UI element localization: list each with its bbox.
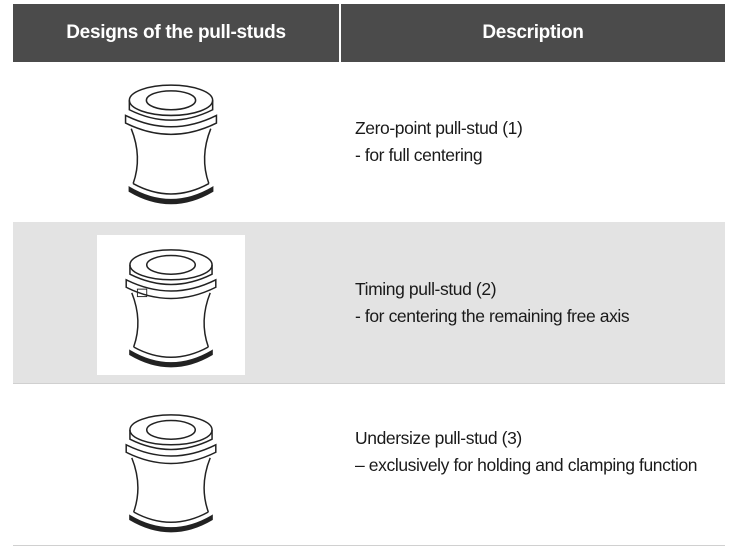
header-cell: Description [341,4,725,62]
table: Designs of the pull-studs Description Ze… [13,4,725,546]
desc-title: Zero-point pull-stud (1) [355,118,523,138]
stud-image [97,235,245,375]
description: Zero-point pull-stud (1) - for full cent… [355,115,723,169]
description: Timing pull-stud (2) - for centering the… [355,276,723,330]
header-cell: Designs of the pull-studs [13,4,339,62]
desc-title: Undersize pull-stud (3) [355,428,522,448]
desc-detail: - for centering the remaining free axis [355,306,630,326]
table-row: Timing pull-stud (2) - for centering the… [13,222,725,384]
description: Undersize pull-stud (3) – exclusively fo… [355,425,723,479]
table-row: Undersize pull-stud (3) – exclusively fo… [13,383,725,546]
desc-detail: - for full centering [355,145,483,165]
desc-detail: – exclusively for holding and clamping f… [355,455,698,475]
stud-image [97,70,245,212]
desc-title: Timing pull-stud (2) [355,279,497,299]
table-row: Zero-point pull-stud (1) - for full cent… [13,62,725,223]
stud-image [97,400,245,540]
